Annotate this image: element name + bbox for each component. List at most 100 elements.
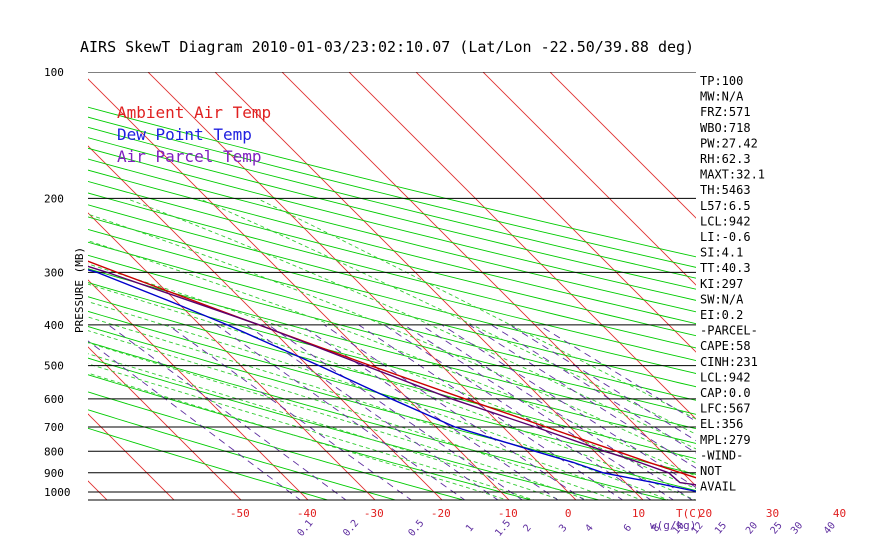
series-line: [88, 265, 696, 486]
isotherm-line: [214, 72, 644, 500]
bottom-temp-tick-label: -30: [364, 507, 384, 520]
dry-adiabat-line: [88, 192, 696, 349]
stat-item: MAXT:32.1: [700, 168, 765, 182]
series-line: [88, 260, 696, 479]
pressure-tick-label: 700: [44, 421, 64, 434]
dry-adiabat-line: [88, 180, 696, 337]
dry-adiabat-line: [88, 137, 696, 290]
stat-item: CAP:0.0: [700, 386, 751, 400]
stat-item: KI:297: [700, 277, 743, 291]
stat-item: LCL:942: [700, 214, 751, 228]
mixing-ratio-line: [403, 324, 675, 500]
mixing-ratio-line: [323, 324, 586, 500]
mixing-ratio-label: 30: [789, 520, 805, 536]
dry-adiabat-line: [88, 228, 696, 388]
stat-item: -WIND-: [700, 448, 743, 462]
stat-item: EI:0.2: [700, 308, 743, 322]
stat-item: CAPE:58: [700, 339, 751, 353]
mixing-ratio-label: 8: [650, 523, 662, 535]
isotherm-line: [88, 78, 510, 500]
dry-adiabat-line: [88, 341, 669, 500]
bottom-temp-tick-label: -50: [230, 507, 250, 520]
pressure-tick-label: 1000: [44, 486, 71, 499]
pressure-tick-label: 600: [44, 393, 64, 406]
stat-item: TH:5463: [700, 183, 751, 197]
stat-item: SI:4.1: [700, 246, 743, 260]
moist-adiabat-line: [88, 342, 590, 500]
dry-adiabat-line: [88, 391, 466, 500]
dry-adiabat-line: [88, 254, 696, 415]
stat-item: EL:356: [700, 417, 743, 431]
mixing-ratio-label: 1.5: [493, 518, 513, 539]
dry-adiabat-line: [88, 158, 696, 313]
pressure-tick-label: 100: [44, 66, 64, 79]
isotherm-line: [88, 346, 242, 500]
dry-adiabat-line: [88, 147, 696, 301]
dry-adiabat-line: [88, 126, 696, 279]
mixing-ratio-line: [509, 324, 696, 442]
legend-entry: Dew Point Temp: [117, 125, 252, 144]
dry-adiabat-line: [88, 374, 533, 500]
mixing-ratio-label: 20: [744, 520, 760, 536]
stat-item: AVAIL: [700, 480, 736, 494]
pressure-tick-label: 500: [44, 360, 64, 373]
y-axis-label: PRESSURE (MB): [73, 247, 86, 333]
isotherm-line: [88, 145, 443, 500]
stat-item: NOT: [700, 464, 722, 478]
isotherm-line: [0, 53, 41, 501]
mixing-ratio-label: 15: [713, 520, 729, 536]
dry-adiabat-line: [88, 357, 601, 500]
stat-item: MW:N/A: [700, 90, 744, 104]
mixing-ratio-unit-label: w(g/kg): [650, 519, 696, 532]
isotherm-line: [482, 72, 696, 286]
moist-adiabat-line: [88, 263, 696, 490]
chart-title: AIRS SkewT Diagram 2010-01-03/23:02:10.0…: [80, 38, 694, 56]
mixing-ratio-label: 1: [464, 523, 476, 535]
temp-unit-label: T(C): [676, 507, 703, 520]
mixing-ratio-line: [108, 324, 347, 500]
moist-adiabat-line: [88, 213, 696, 464]
bottom-temp-tick-label: 10: [632, 507, 645, 520]
moist-adiabat-line: [126, 197, 696, 450]
mixing-ratio-line: [88, 340, 301, 500]
dry-adiabat-line: [88, 106, 696, 258]
mixing-ratio-line: [300, 324, 559, 500]
dry-adiabat-line: [88, 169, 696, 325]
stat-item: LI:-0.6: [700, 230, 751, 244]
bottom-temp-tick-label: 20: [699, 507, 712, 520]
dry-adiabat-line: [88, 310, 696, 475]
isotherm-line: [549, 72, 696, 219]
dry-adiabat-line: [88, 241, 696, 401]
isotherm-line: [415, 72, 696, 353]
dry-adiabat-line: [88, 409, 398, 500]
stat-item: RH:62.3: [700, 152, 751, 166]
moist-adiabat-line: [88, 363, 536, 500]
stat-item: FRZ:571: [700, 105, 751, 119]
mixing-ratio-label: 40: [822, 520, 838, 536]
legend: Ambient Air Temp Dew Point Temp Air Parcel…: [117, 103, 271, 166]
dry-adiabat-line: [88, 216, 696, 374]
dry-adiabat-line: [88, 282, 696, 444]
mixing-ratio-line: [383, 324, 652, 500]
mixing-ratio-label: 4: [583, 523, 595, 535]
stat-item: TP:100: [700, 74, 743, 88]
stat-item: -PARCEL-: [700, 324, 758, 338]
mixing-ratio-line: [216, 324, 466, 500]
pressure-tick-label: 300: [44, 266, 64, 279]
mixing-ratio-label: 2: [522, 523, 534, 535]
profile-series: [88, 260, 696, 493]
mixing-ratio-line: [441, 324, 696, 488]
moist-adiabat-line: [88, 316, 643, 500]
isotherm-line: [88, 413, 175, 500]
mixing-ratio-line: [167, 324, 412, 500]
mixing-ratio-line: [538, 324, 696, 422]
isotherm-line: [88, 212, 376, 500]
stat-item: MPL:279: [700, 433, 751, 447]
bottom-temp-tick-label: 40: [833, 507, 846, 520]
mixing-ratio-line: [420, 324, 693, 500]
stat-item: LFC:567: [700, 402, 751, 416]
moist-adiabat-line: [88, 301, 670, 500]
legend-entry: Ambient Air Temp: [117, 103, 271, 122]
